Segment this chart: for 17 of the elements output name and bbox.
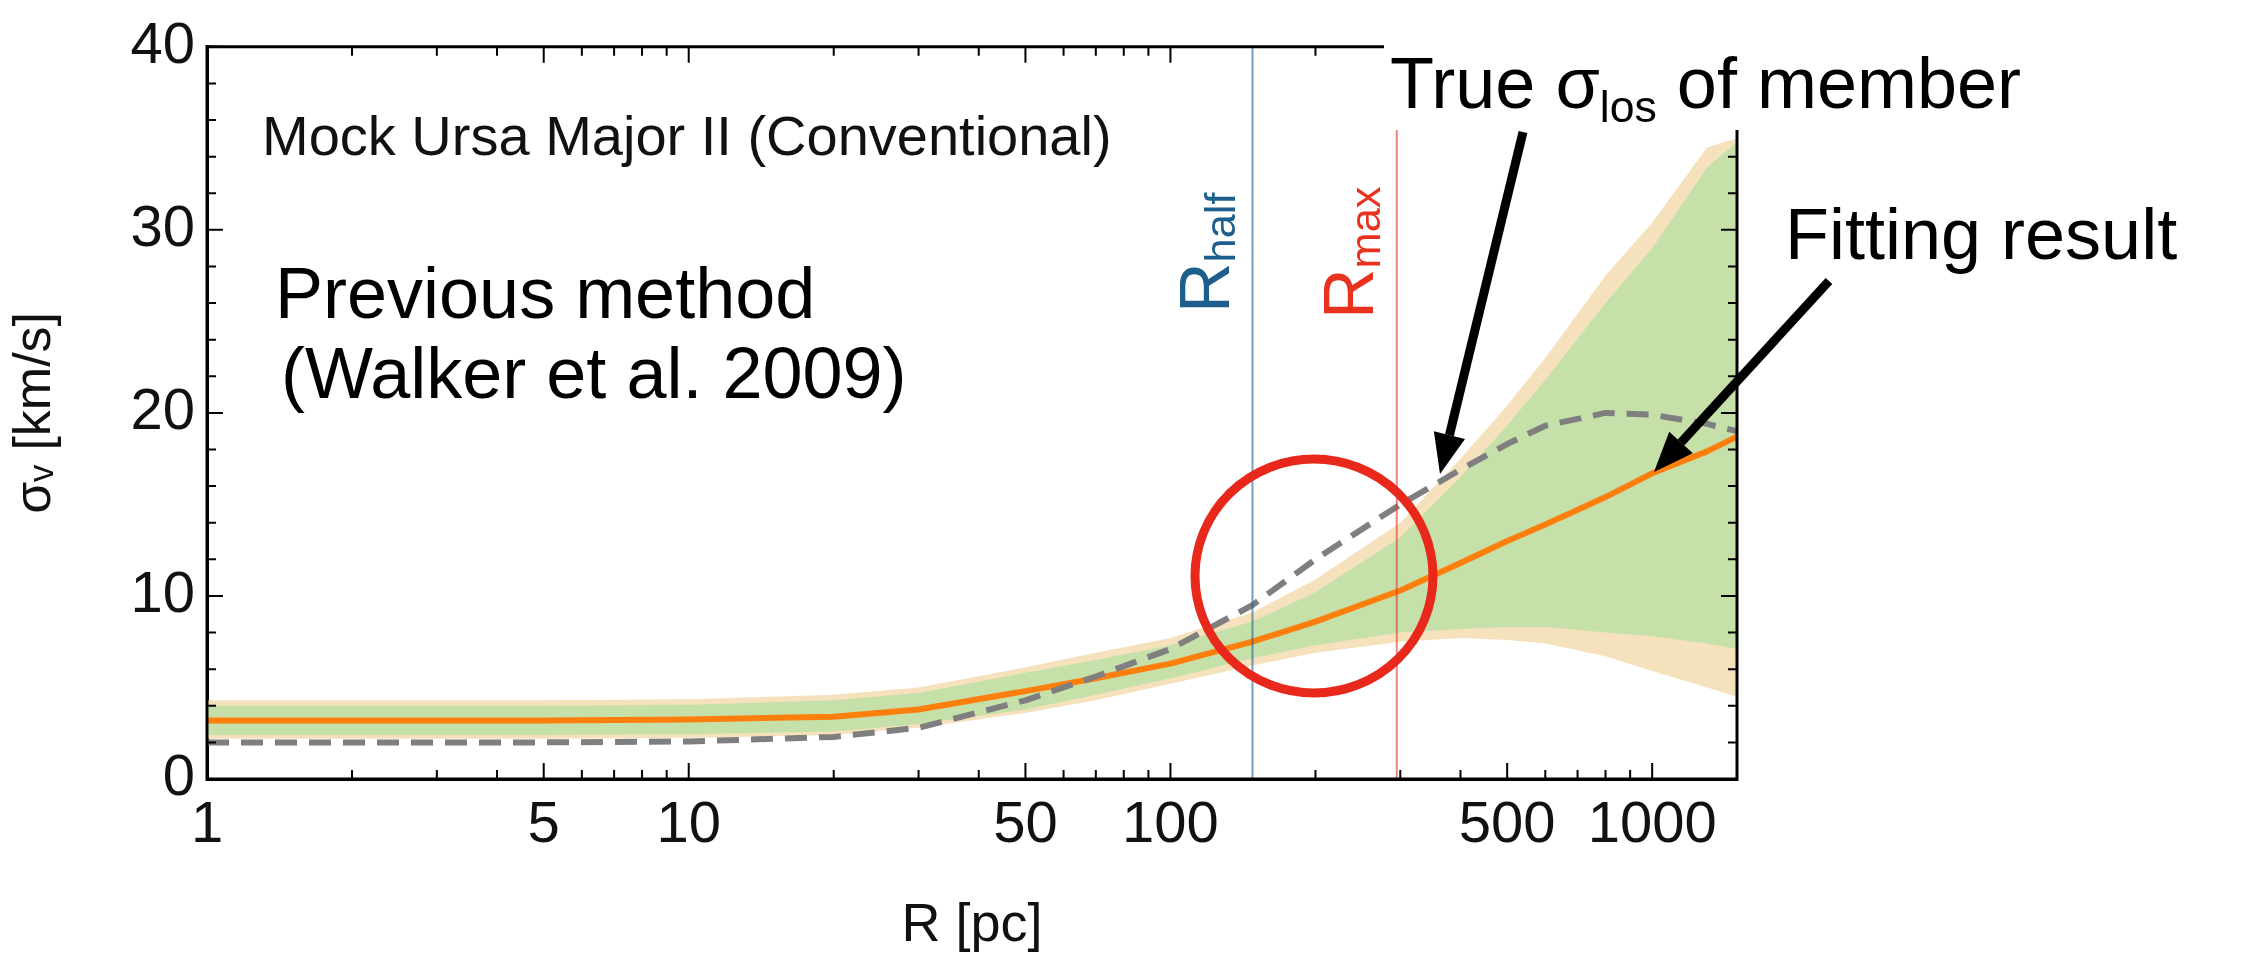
x-tick-label: 10 (656, 788, 721, 854)
x-tick-label: 100 (1122, 788, 1219, 854)
y-axis-title: σᵥ [km/s] (2, 311, 61, 514)
x-tick-label: 500 (1458, 788, 1556, 854)
y-tick-label: 20 (130, 375, 195, 441)
ref-line-label: Rhalf (1165, 191, 1245, 314)
x-tick-label: 1000 (1587, 788, 1717, 854)
y-tick-label: 40 (130, 9, 195, 75)
x-tick-label: 5 (527, 788, 560, 854)
x-tick-label: 50 (993, 788, 1058, 854)
y-tick-label: 30 (130, 192, 195, 258)
ref-line-label: Rmax (1310, 186, 1389, 320)
text: Mock Ursa Major II (Conventional) (262, 103, 1112, 167)
x-axis-title: R [pc] (901, 892, 1043, 953)
y-tick-label: 10 (130, 558, 195, 624)
text: Fitting result (1785, 194, 2178, 274)
annotation: Previous method (Walker et al. 2009) (275, 253, 907, 413)
